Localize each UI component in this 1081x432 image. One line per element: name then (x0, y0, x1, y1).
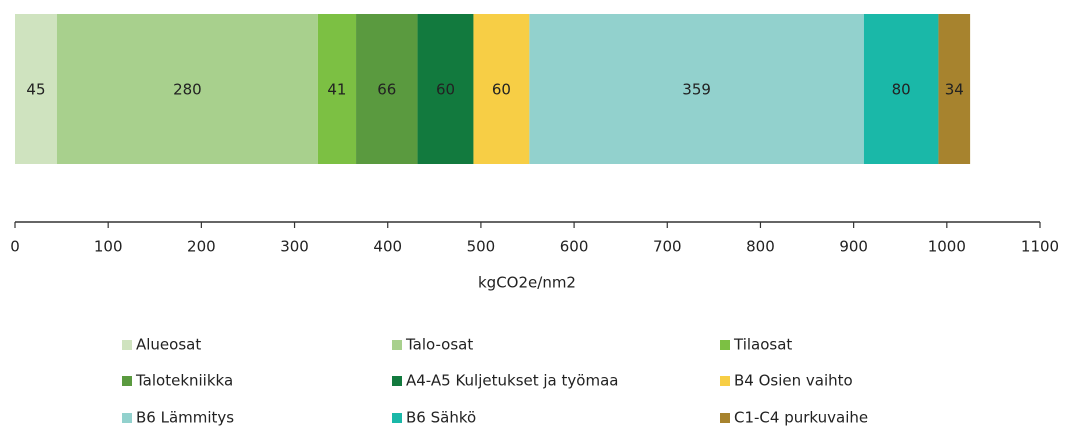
legend-swatch (720, 376, 730, 386)
x-tick-label: 900 (839, 238, 868, 256)
x-tick-label: 600 (560, 238, 589, 256)
bar-segment (317, 14, 357, 164)
x-tick-label: 1000 (928, 238, 966, 256)
data-label: 66 (377, 81, 396, 99)
x-tick-label: 300 (280, 238, 309, 256)
bar-segment (863, 14, 939, 164)
legend-swatch (392, 376, 402, 386)
bar-segment (473, 14, 530, 164)
x-tick-label: 1100 (1021, 238, 1059, 256)
x-tick-label: 700 (653, 238, 682, 256)
legend-swatch (122, 340, 132, 350)
legend-label: B6 Sähkö (406, 409, 476, 427)
legend-label: Tilaosat (733, 336, 792, 354)
x-tick-label: 0 (10, 238, 20, 256)
legend-swatch (720, 340, 730, 350)
data-label: 280 (173, 81, 202, 99)
x-tick-label: 100 (94, 238, 123, 256)
data-label: 41 (327, 81, 346, 99)
x-tick-label: 800 (746, 238, 775, 256)
x-tick-label: 200 (187, 238, 216, 256)
bar-segment (56, 14, 318, 164)
bar-segment (15, 14, 57, 164)
legend-label: Talotekniikka (135, 372, 233, 390)
legend-swatch (392, 413, 402, 423)
data-label: 60 (436, 81, 455, 99)
legend-label: B6 Lämmitys (136, 409, 234, 427)
x-tick-label: 400 (373, 238, 402, 256)
legend-swatch (122, 413, 132, 423)
legend-swatch (122, 376, 132, 386)
legend-label: A4-A5 Kuljetukset ja työmaa (406, 372, 618, 390)
data-label: 359 (682, 81, 711, 99)
bar-segment (356, 14, 418, 164)
legend-swatch (720, 413, 730, 423)
bar-segment (417, 14, 474, 164)
legend-label: C1-C4 purkuvaihe (734, 409, 868, 427)
legend-swatch (392, 340, 402, 350)
legend-label: Talo-osat (405, 336, 473, 354)
bar-segment (938, 14, 971, 164)
legend-label: Alueosat (136, 336, 201, 354)
data-label: 60 (492, 81, 511, 99)
x-axis-label: kgCO2e/nm2 (478, 274, 576, 292)
x-tick-label: 500 (467, 238, 496, 256)
data-label: 45 (26, 81, 45, 99)
legend-label: B4 Osien vaihto (734, 372, 853, 390)
data-label: 80 (892, 81, 911, 99)
bar-segment (529, 14, 864, 164)
data-label: 34 (945, 81, 964, 99)
